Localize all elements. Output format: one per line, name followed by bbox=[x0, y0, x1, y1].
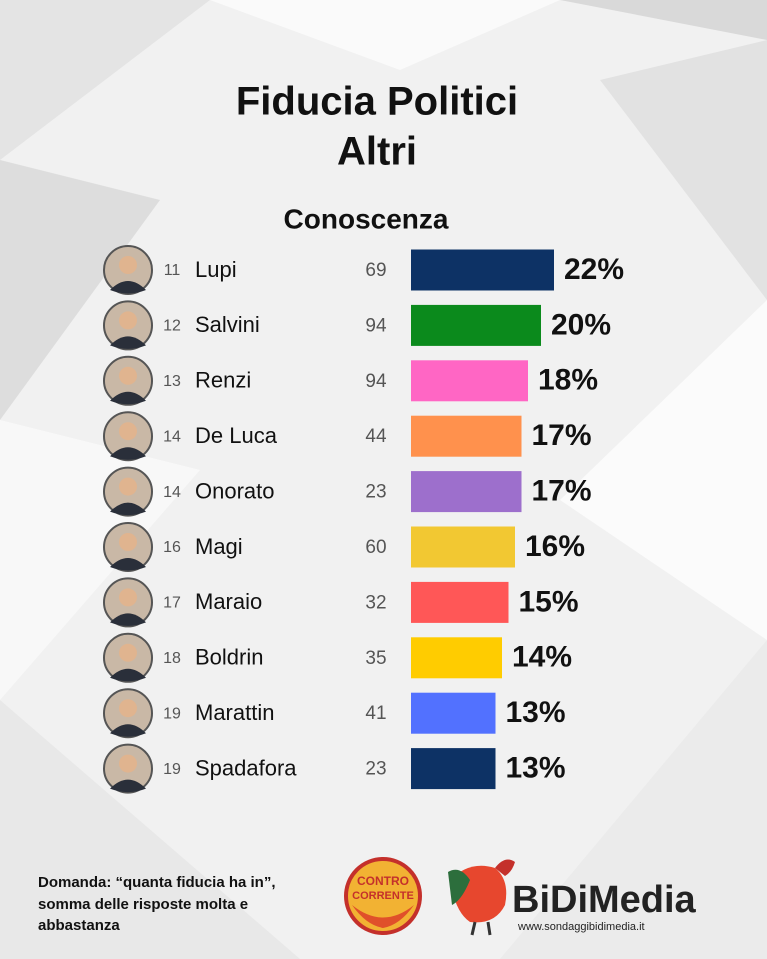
background-shape bbox=[560, 300, 767, 640]
background-shape bbox=[0, 700, 300, 959]
background-shape bbox=[210, 0, 560, 70]
name: De Luca bbox=[195, 423, 278, 448]
bar bbox=[411, 249, 554, 291]
value-label: 16% bbox=[525, 530, 585, 563]
rank: 11 bbox=[164, 262, 181, 279]
conoscenza: 41 bbox=[365, 703, 386, 724]
avatar-face bbox=[119, 477, 137, 496]
website: www.sondaggibidimedia.it bbox=[517, 921, 645, 933]
avatar-suit bbox=[110, 558, 146, 571]
conoscenza: 94 bbox=[365, 371, 387, 392]
avatar-suit bbox=[110, 724, 146, 737]
value-label: 17% bbox=[532, 475, 592, 508]
background-shape bbox=[0, 0, 210, 160]
rank: 19 bbox=[163, 705, 181, 722]
name: Salvini bbox=[195, 312, 260, 337]
avatar-suit bbox=[110, 447, 146, 460]
footer-note: somma delle risposte molta e bbox=[38, 896, 248, 913]
rank: 12 bbox=[163, 318, 181, 335]
bar bbox=[411, 415, 522, 457]
name: Magi bbox=[195, 534, 243, 559]
bar bbox=[411, 304, 541, 346]
logo-wave bbox=[352, 905, 414, 928]
value-label: 17% bbox=[532, 419, 592, 452]
name: Lupi bbox=[195, 257, 237, 282]
conoscenza: 69 bbox=[365, 260, 386, 281]
conoscenza: 35 bbox=[365, 648, 386, 669]
value-label: 14% bbox=[512, 641, 572, 674]
bar bbox=[411, 360, 528, 402]
avatar-face bbox=[119, 311, 137, 330]
footer-note: Domanda: “quanta fiducia ha in”, bbox=[38, 874, 276, 891]
bar bbox=[411, 748, 496, 790]
avatar-suit bbox=[110, 281, 146, 294]
value-label: 22% bbox=[564, 253, 624, 286]
background-shape bbox=[600, 40, 767, 300]
background-shape bbox=[500, 640, 767, 959]
bar bbox=[411, 637, 502, 679]
conoscenza: 23 bbox=[365, 759, 386, 780]
avatar-face bbox=[119, 533, 137, 551]
conoscenza: 60 bbox=[365, 537, 386, 558]
avatar-face bbox=[119, 699, 137, 718]
name: Spadafora bbox=[195, 755, 297, 780]
rank: 19 bbox=[163, 761, 181, 778]
value-label: 15% bbox=[519, 585, 579, 618]
name: Onorato bbox=[195, 478, 275, 503]
name: Marattin bbox=[195, 700, 274, 725]
logo-brand: BiDiMedia bbox=[512, 879, 697, 921]
rooster-logo bbox=[448, 859, 515, 936]
avatar-suit bbox=[110, 779, 146, 793]
rank: 16 bbox=[163, 539, 181, 556]
value-label: 13% bbox=[506, 752, 566, 785]
value-label: 20% bbox=[551, 308, 611, 341]
rank: 18 bbox=[163, 650, 181, 667]
background-shape bbox=[0, 160, 160, 420]
conoscenza: 44 bbox=[365, 426, 387, 447]
name: Boldrin bbox=[195, 645, 263, 670]
avatar-face bbox=[119, 366, 137, 385]
rank: 13 bbox=[163, 373, 181, 390]
avatar-face bbox=[119, 643, 137, 662]
rank: 17 bbox=[163, 595, 181, 612]
rank: 14 bbox=[163, 484, 181, 501]
rank: 14 bbox=[163, 428, 181, 445]
chart-title: Fiducia Politici bbox=[236, 80, 518, 124]
bar bbox=[411, 526, 515, 568]
conoscenza: 32 bbox=[365, 592, 386, 613]
avatar-suit bbox=[110, 613, 146, 626]
bar bbox=[411, 471, 522, 513]
logo-text: CORRENTE bbox=[352, 890, 414, 902]
rows: 11 Lupi 69 22% 12 Salvini 94 20% 13 Renzi 94 18% 14 D… bbox=[103, 245, 624, 794]
column-header: Conoscenza bbox=[284, 203, 449, 234]
avatar-face bbox=[119, 256, 137, 274]
conoscenza: 94 bbox=[365, 315, 387, 336]
bar bbox=[411, 581, 509, 623]
conoscenza: 23 bbox=[365, 482, 386, 503]
avatar-suit bbox=[110, 336, 146, 349]
avatar-suit bbox=[110, 502, 146, 516]
bar bbox=[411, 692, 496, 734]
avatar-suit bbox=[110, 668, 146, 682]
avatar-suit bbox=[110, 391, 146, 405]
background-shape bbox=[560, 0, 767, 40]
value-label: 18% bbox=[538, 364, 598, 397]
avatar-face bbox=[119, 754, 137, 773]
chart-title: Altri bbox=[337, 130, 417, 174]
name: Renzi bbox=[195, 368, 251, 393]
name: Maraio bbox=[195, 589, 262, 614]
avatar-face bbox=[119, 422, 137, 441]
avatar-face bbox=[119, 588, 137, 607]
value-label: 13% bbox=[506, 696, 566, 729]
footer-note: abbastanza bbox=[38, 917, 120, 934]
logo-text: CONTRO bbox=[357, 874, 409, 888]
